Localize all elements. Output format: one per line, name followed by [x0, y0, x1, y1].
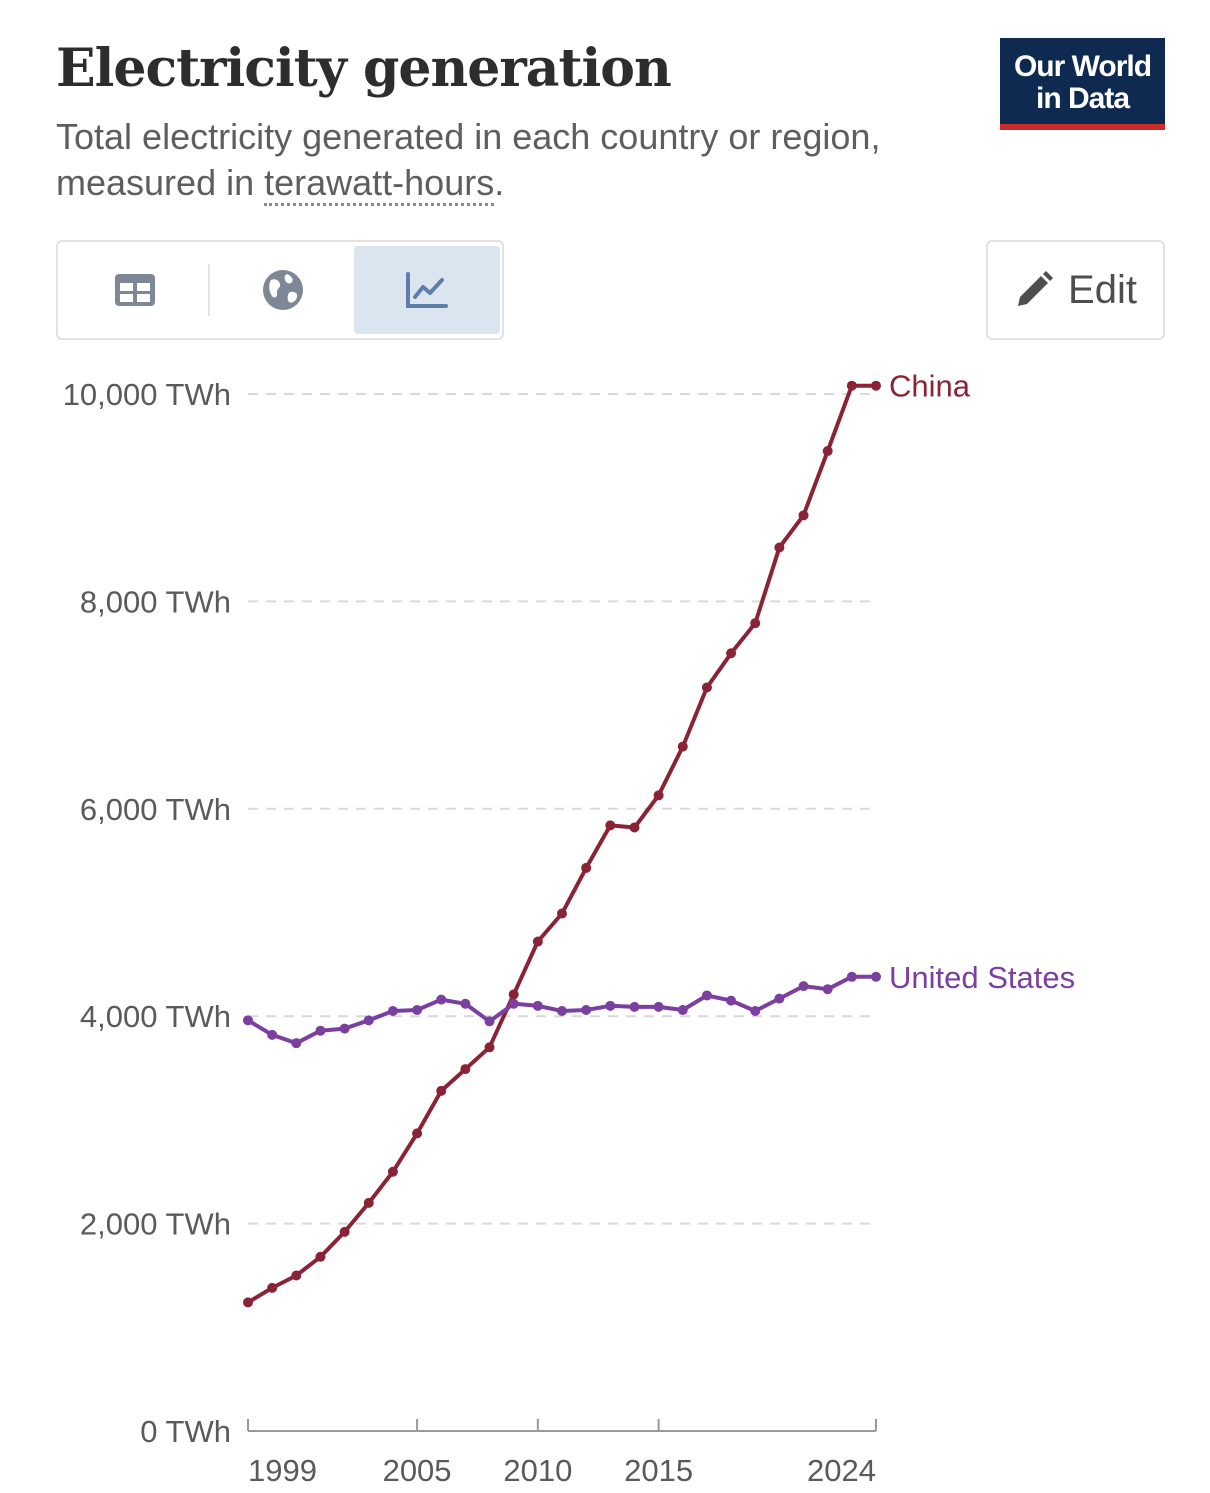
y-tick-label: 10,000 TWh [63, 377, 231, 412]
data-point-china [412, 1128, 423, 1139]
data-point-united-states [774, 993, 785, 1004]
data-point-china [798, 510, 809, 521]
data-point-china [363, 1197, 374, 1208]
y-tick-label: 0 TWh [140, 1414, 231, 1449]
series-label-united-states: United States [889, 960, 1075, 995]
data-point-china [291, 1270, 302, 1281]
data-point-united-states [508, 998, 519, 1009]
data-point-china [460, 1064, 471, 1075]
globe-icon [263, 270, 303, 310]
data-point-china [508, 989, 519, 1000]
data-point-china [557, 908, 567, 919]
logo-line-1: Our World [1013, 50, 1152, 83]
y-tick-label: 4,000 TWh [80, 999, 231, 1034]
x-tick-label: 2015 [624, 1453, 693, 1488]
data-point-united-states [315, 1025, 326, 1036]
subtitle-text: Total electricity generated in each coun… [56, 116, 881, 203]
data-point-united-states [387, 1006, 398, 1017]
pencil-icon [1018, 271, 1054, 306]
terawatt-hours-term[interactable]: terawatt-hours [264, 162, 495, 206]
view-tabs [56, 240, 504, 340]
table-icon [115, 274, 155, 306]
data-point-china [243, 1297, 253, 1308]
data-point-china [846, 380, 857, 391]
data-point-united-states [339, 1023, 350, 1034]
data-point-china [387, 1166, 398, 1177]
data-point-china [871, 380, 881, 391]
data-point-united-states [846, 971, 857, 982]
series-line-china [246, 383, 878, 1305]
data-point-united-states [822, 984, 833, 995]
tab-map[interactable] [210, 246, 356, 334]
y-tick-label: 8,000 TWh [80, 584, 231, 619]
data-point-united-states [243, 1015, 253, 1026]
edit-label: Edit [1068, 267, 1137, 312]
data-point-united-states [653, 1001, 664, 1012]
x-tick-label: 2005 [383, 1453, 452, 1488]
data-point-china [653, 790, 664, 801]
data-point-china [315, 1251, 326, 1262]
data-point-china [677, 741, 688, 752]
data-point-china [484, 1042, 495, 1053]
series-label-china: China [889, 369, 971, 404]
data-point-united-states [484, 1016, 495, 1027]
data-point-china [532, 936, 543, 947]
data-point-united-states [798, 981, 809, 992]
x-tick-label: 2010 [503, 1453, 572, 1488]
data-point-china [436, 1085, 447, 1096]
data-point-china [629, 822, 640, 833]
data-point-united-states [436, 994, 447, 1005]
our-world-in-data-logo[interactable]: Our World in Data [1000, 38, 1165, 130]
data-point-united-states [557, 1006, 567, 1017]
y-tick-label: 2,000 TWh [80, 1207, 231, 1242]
data-point-china [605, 820, 616, 831]
data-point-united-states [726, 995, 737, 1006]
y-tick-label: 6,000 TWh [80, 792, 231, 827]
tab-chart[interactable] [354, 246, 500, 334]
data-point-united-states [701, 990, 712, 1001]
data-point-china [726, 648, 737, 659]
data-point-china [581, 862, 592, 873]
data-point-china [701, 682, 712, 693]
tab-table[interactable] [62, 246, 208, 334]
data-point-united-states [581, 1004, 592, 1015]
x-tick-label: 2024 [807, 1453, 876, 1488]
data-point-china [267, 1282, 278, 1293]
data-point-united-states [677, 1004, 688, 1015]
line-chart-icon [406, 272, 448, 308]
data-point-united-states [629, 1001, 640, 1012]
data-point-china [750, 618, 761, 629]
edit-button[interactable]: Edit [986, 240, 1165, 340]
data-point-united-states [532, 1000, 543, 1011]
chart-subtitle: Total electricity generated in each coun… [56, 114, 976, 206]
subtitle-end: . [494, 162, 505, 203]
data-point-united-states [871, 971, 881, 982]
data-point-china [339, 1226, 350, 1237]
data-point-united-states [363, 1015, 374, 1026]
data-point-china [822, 446, 833, 457]
data-point-united-states [291, 1038, 302, 1049]
data-point-united-states [412, 1004, 423, 1015]
data-point-united-states [605, 1000, 616, 1011]
data-point-united-states [267, 1029, 278, 1040]
logo-line-2: in Data [1035, 82, 1130, 115]
data-point-china [774, 542, 785, 553]
page-title: Electricity generation [56, 38, 672, 99]
x-tick-label: 1999 [248, 1453, 317, 1488]
data-point-united-states [750, 1006, 761, 1017]
data-point-united-states [460, 998, 471, 1009]
tab-divider [208, 264, 210, 316]
